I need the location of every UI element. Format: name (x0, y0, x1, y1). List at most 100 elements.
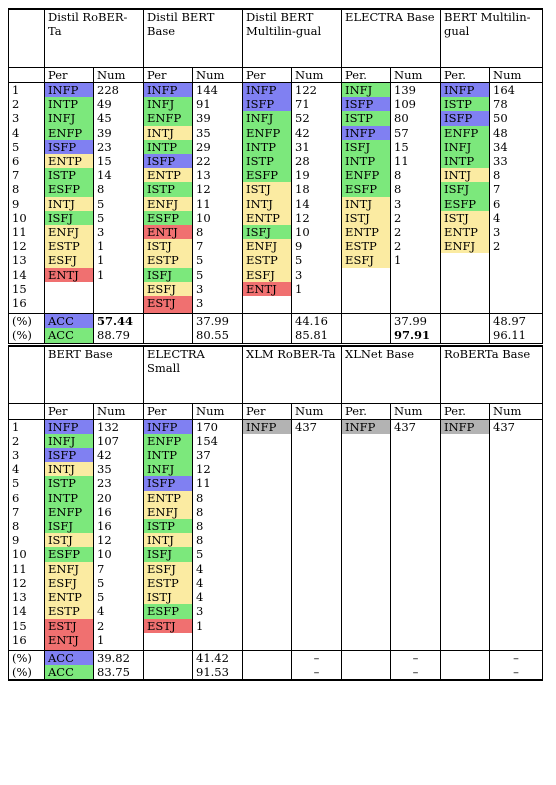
personality-cell: INFJ (440, 139, 491, 155)
acc-value: 80.55 (192, 328, 244, 344)
personality-cell (242, 504, 293, 520)
count-cell: 8 (191, 490, 244, 505)
personality-cell (341, 561, 392, 576)
per-header: Per (143, 403, 193, 420)
count-cell: 16 (93, 504, 144, 520)
personality-cell (440, 448, 491, 463)
accuracy-row: (%) ACC 83.75 91.53 – – – (8, 665, 544, 681)
per-header: Per (242, 403, 293, 420)
personality-cell: ENFP (143, 433, 193, 449)
count-cell: 437 (291, 419, 343, 434)
results-table-bottom: BERT Base ELECTRA Small XLM RoBER-Ta XLNet … (8, 344, 544, 682)
count-cell: 109 (390, 97, 442, 112)
count-cell: 71 (291, 97, 343, 112)
data-row: 9 INTJ 5 ENFJ 11 INTJ 14 INTJ 3 ESFP 6 (8, 196, 544, 211)
percent-label: (%) (8, 313, 45, 329)
count-cell: 28 (291, 154, 343, 169)
count-cell: 91 (192, 97, 244, 112)
model-name: Distil BERT Base (143, 8, 244, 68)
acc-label (440, 313, 491, 329)
personality-cell (242, 604, 293, 619)
count-cell: 12 (291, 210, 343, 226)
acc-label (341, 328, 392, 344)
count-cell: 3 (291, 267, 343, 282)
count-cell (489, 590, 544, 605)
count-cell: 12 (93, 533, 144, 548)
row-number: 11 (8, 561, 45, 576)
data-row: 10 ESFP 10 ISFJ 5 (8, 547, 544, 562)
count-cell: 10 (291, 225, 343, 240)
count-cell: 14 (92, 168, 145, 183)
row-number: 8 (8, 519, 45, 534)
personality-cell: ENTP (143, 490, 193, 505)
personality-cell: ENFP (440, 125, 491, 140)
row-number: 1 (8, 82, 45, 98)
personality-cell: ESFJ (341, 253, 392, 268)
row-number: 5 (8, 139, 45, 155)
data-row: 8 ISFJ 16 ISTP 8 (8, 519, 544, 534)
personality-cell (242, 533, 293, 548)
personality-cell (341, 490, 392, 505)
personality-cell: INTJ (341, 196, 392, 211)
row-number: 4 (8, 125, 45, 140)
count-cell: 10 (93, 547, 144, 562)
personality-cell: ESFP (341, 182, 392, 197)
count-cell (291, 490, 343, 505)
personality-cell: ISFP (143, 154, 194, 169)
column-header-row: Per Num Per Num Per Num Per. Num Per. Num (8, 67, 544, 84)
count-cell: 12 (191, 462, 244, 477)
count-cell: 3 (489, 225, 544, 240)
count-cell (489, 504, 544, 520)
personality-cell: ENTJ (44, 632, 94, 651)
count-cell (291, 533, 343, 548)
count-cell: 52 (291, 111, 343, 126)
personality-cell: INFJ (242, 111, 293, 126)
personality-cell: ESTJ (143, 296, 194, 314)
acc-label (440, 665, 491, 681)
personality-cell: INFP (242, 82, 293, 98)
count-cell (489, 296, 544, 314)
acc-value: – (291, 649, 343, 666)
personality-cell: INTP (143, 139, 194, 155)
personality-cell: ENFJ (143, 504, 193, 520)
row-number: 3 (8, 448, 45, 463)
count-cell: 5 (93, 575, 144, 591)
count-cell (92, 281, 145, 297)
row-number: 16 (8, 296, 45, 314)
count-cell: 15 (390, 139, 442, 155)
count-cell (489, 281, 544, 297)
personality-cell (440, 476, 491, 491)
data-row: 13 ESFJ 1 ESTP 5 ESTP 5 ESFJ 1 (8, 253, 544, 268)
acc-value: 39.82 (93, 649, 144, 666)
per-header: Per. (341, 403, 392, 420)
percent-label: (%) (8, 649, 45, 666)
personality-cell (242, 632, 293, 651)
personality-cell: INFJ (44, 111, 94, 126)
personality-cell: ENFP (143, 111, 194, 126)
count-cell (489, 561, 544, 576)
empty-cell (8, 403, 45, 420)
count-cell (489, 632, 544, 651)
personality-cell (341, 519, 392, 534)
data-row: 16 ENTJ 1 (8, 632, 544, 651)
row-number: 14 (8, 604, 45, 619)
count-cell: 18 (291, 182, 343, 197)
personality-cell: ISTP (242, 154, 293, 169)
row-number: 12 (8, 239, 45, 254)
personality-cell: ENTP (143, 168, 194, 183)
personality-cell: ENFP (44, 125, 94, 140)
count-cell: 2 (390, 239, 442, 254)
personality-cell: ENFJ (440, 239, 491, 254)
count-cell: 5 (192, 267, 244, 282)
per-header: Per (143, 67, 194, 84)
acc-value: 57.44 (92, 313, 145, 329)
row-number: 13 (8, 253, 45, 268)
acc-value: – (489, 665, 544, 681)
count-cell: 5 (192, 253, 244, 268)
count-cell (291, 476, 343, 491)
personality-cell (440, 575, 491, 591)
personality-cell: ISTJ (143, 239, 194, 254)
count-cell: 50 (489, 111, 544, 126)
personality-cell: INFP (341, 419, 392, 434)
personality-cell (341, 504, 392, 520)
